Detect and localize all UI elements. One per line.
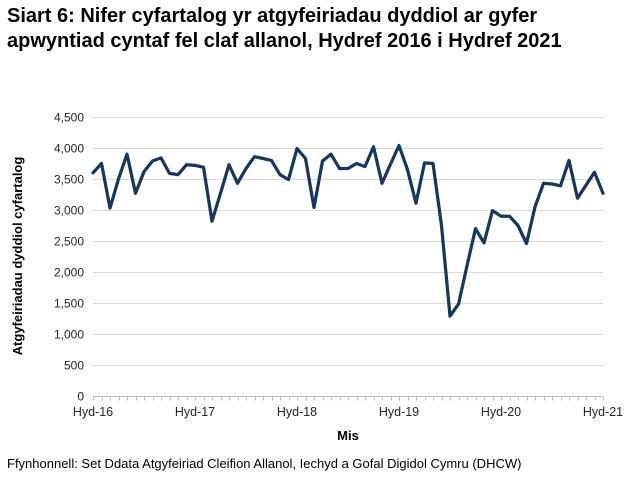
gridlines <box>93 117 603 397</box>
x-axis-title: Mis <box>337 428 359 443</box>
y-tick-label: 0 <box>77 390 84 404</box>
y-axis-tick-labels: 0 500 1,000 1,500 2,000 2,500 3,000 3,500 4,000 4… <box>54 111 84 404</box>
x-tick-label: Hyd-20 <box>481 405 521 419</box>
y-axis-title: Atgyfeiriadau dyddiol cyfartalog <box>10 157 25 356</box>
y-tick-label: 2,500 <box>54 235 84 249</box>
chart-title: Siart 6: Nifer cyfartalog yr atgyfeiriad… <box>7 5 562 52</box>
y-tick-label: 4,500 <box>54 111 84 125</box>
y-tick-label: 500 <box>64 359 84 373</box>
chart-area: 0 500 1,000 1,500 2,000 2,500 3,000 3,500 4,000 4… <box>0 100 638 445</box>
x-axis-minor-ticks <box>93 396 604 401</box>
x-tick-label: Hyd-16 <box>73 405 113 419</box>
y-tick-label: 4,000 <box>54 142 84 156</box>
y-tick-label: 1,000 <box>54 328 84 342</box>
y-tick-label: 2,000 <box>54 266 84 280</box>
source-note: Ffynhonnell: Set Ddata Atgyfeiriad Cleif… <box>7 456 522 471</box>
x-tick-label: Hyd-21 <box>583 405 623 419</box>
data-line <box>91 143 605 318</box>
y-tick-label: 3,000 <box>54 204 84 218</box>
x-tick-label: Hyd-17 <box>175 405 215 419</box>
x-tick-label: Hyd-19 <box>379 405 419 419</box>
x-axis-tick-labels: Hyd-16 Hyd-17 Hyd-18 Hyd-19 Hyd-20 Hyd-21 <box>73 405 623 419</box>
y-tick-label: 1,500 <box>54 297 84 311</box>
y-tick-label: 3,500 <box>54 173 84 187</box>
referrals-line-chart: 0 500 1,000 1,500 2,000 2,500 3,000 3,500 4,000 4… <box>10 111 623 444</box>
x-tick-label: Hyd-18 <box>277 405 317 419</box>
